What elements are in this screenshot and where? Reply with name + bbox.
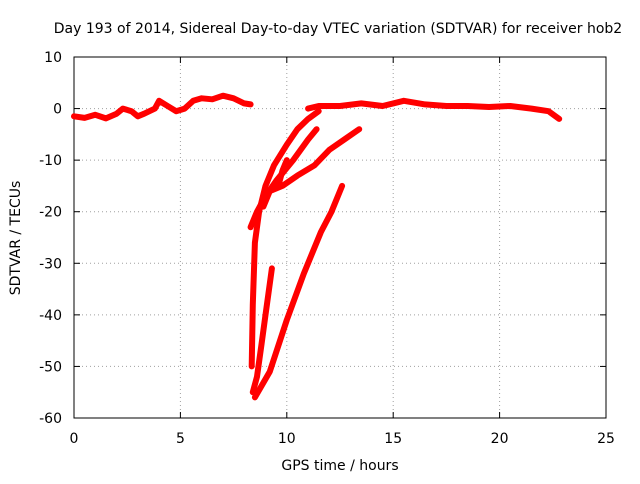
y-tick-label: 10 <box>44 50 62 66</box>
plot-frame <box>73 56 607 419</box>
x-tick-label: 15 <box>384 431 402 447</box>
tick-layer: 0 5 10 15 20 25 10 0 -10 -20 -30 -40 -50 -60 <box>39 50 615 447</box>
y-axis-label: SDTVAR / TECUs <box>8 181 24 296</box>
x-tick-label: 25 <box>597 431 615 447</box>
series-arc-6 <box>249 265 275 396</box>
series-arc-5 <box>260 126 363 210</box>
x-tick-label: 10 <box>278 431 296 447</box>
grid-layer <box>74 57 606 418</box>
y-tick-label: -40 <box>39 308 62 324</box>
x-tick-label: 20 <box>491 431 509 447</box>
chart-title: Day 193 of 2014, Sidereal Day-to-day VTE… <box>54 21 622 37</box>
series-layer <box>71 92 563 401</box>
y-tick-label: -50 <box>39 359 62 375</box>
y-tick-label: -10 <box>39 153 62 169</box>
y-tick-label: -20 <box>39 205 62 221</box>
series-arc-4 <box>248 108 322 370</box>
series-arc-1 <box>71 92 254 122</box>
series-arc-8 <box>275 157 290 189</box>
x-tick-label: 5 <box>176 431 185 447</box>
y-tick-label: 0 <box>53 102 62 118</box>
x-tick-label: 0 <box>70 431 79 447</box>
series-arc-7 <box>251 182 346 401</box>
x-axis-label: GPS time / hours <box>281 458 398 474</box>
series-arc-2 <box>305 97 563 122</box>
y-tick-label: -60 <box>39 411 62 427</box>
y-tick-label: -30 <box>39 256 62 272</box>
